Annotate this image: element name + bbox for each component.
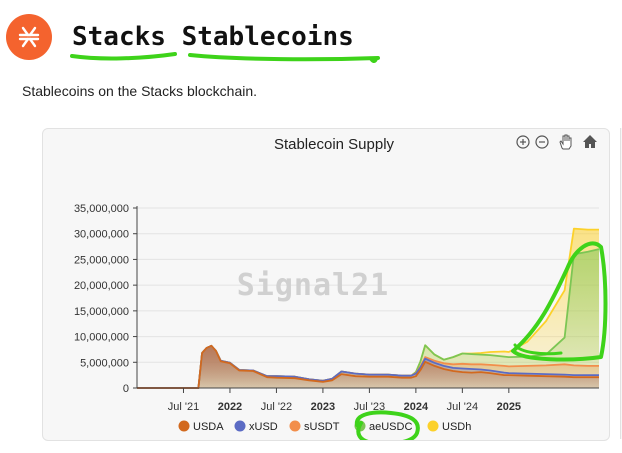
chart-card: Stablecoin Supply 0 5,000,000 10,000,000 15,… xyxy=(42,128,610,441)
x-tick-label: 2024 xyxy=(404,401,429,413)
page-subtitle: Stablecoins on the Stacks blockchain. xyxy=(22,83,258,99)
legend-label: USDh xyxy=(442,421,471,433)
zoom-out-icon[interactable] xyxy=(535,135,549,149)
legend-swatch xyxy=(178,420,190,432)
legend-highlight-circle xyxy=(354,410,420,440)
legend-item-aeusdc[interactable]: aeUSDC xyxy=(354,420,413,434)
y-tick-label: 35,000,000 xyxy=(74,203,129,215)
legend-swatch xyxy=(234,420,246,432)
pan-hand-icon[interactable] xyxy=(559,134,572,150)
home-icon[interactable] xyxy=(583,135,597,148)
highlight-annotations xyxy=(354,241,608,440)
pan-hand-shape xyxy=(559,134,572,150)
home-shape xyxy=(583,135,597,148)
chart-legend: USDA xUSD sUSDT aeUSDC USDh xyxy=(178,420,472,434)
legend-item-xusd[interactable]: xUSD xyxy=(234,420,278,434)
series-line-usda xyxy=(137,344,599,389)
y-tick-label: 25,000,000 xyxy=(74,254,129,266)
watermark: Signal21 xyxy=(237,268,390,303)
y-tick-label: 10,000,000 xyxy=(74,332,129,344)
stacks-logo-icon xyxy=(18,26,40,48)
series-areas xyxy=(137,228,599,388)
title-word-stablecoins: Stablecoins xyxy=(181,22,354,52)
y-gridlines: 0 5,000,000 10,000,000 15,000,000 20,000,000… xyxy=(74,203,599,395)
chart-title: Stablecoin Supply xyxy=(274,136,395,153)
legend-item-susdt[interactable]: sUSDT xyxy=(289,420,340,434)
series-lines xyxy=(137,227,600,389)
x-tick-label: 2022 xyxy=(218,401,242,413)
zoom-in-icon[interactable] xyxy=(516,135,530,149)
y-tick-label: 20,000,000 xyxy=(74,280,129,292)
x-tick-label: 2025 xyxy=(497,401,521,413)
legend-swatch xyxy=(289,420,301,432)
y-tick-label: 30,000,000 xyxy=(74,229,129,241)
y-tick-label: 5,000,000 xyxy=(80,357,129,369)
stablecoin-supply-chart: Stablecoin Supply 0 5,000,000 10,000,000 15,… xyxy=(74,134,608,440)
x-tick-label: Jul '24 xyxy=(447,401,478,413)
zoom-in-circle xyxy=(516,135,530,149)
legend-label: sUSDT xyxy=(304,421,340,433)
legend-label: aeUSDC xyxy=(369,421,412,433)
area-highlight-outline xyxy=(511,241,608,362)
series-area-usda xyxy=(137,345,599,388)
x-ticks: Jul '21 2022 Jul '22 2023 Jul '23 2024 Jul '24… xyxy=(168,388,521,413)
x-tick-label: Jul '23 xyxy=(354,401,385,413)
page-title: Stacks Stablecoins xyxy=(72,22,354,52)
legend-label: USDA xyxy=(193,421,224,433)
chart-toolbar xyxy=(516,134,597,150)
stacks-logo xyxy=(6,14,52,60)
x-tick-label: Jul '21 xyxy=(168,401,199,413)
title-word-stacks: Stacks xyxy=(72,22,166,52)
area-highlight-stroke xyxy=(513,343,563,356)
x-tick-label: Jul '22 xyxy=(261,401,292,413)
adjacent-card-edge xyxy=(620,128,622,439)
legend-item-usdh[interactable]: USDh xyxy=(427,420,472,434)
x-tick-label: 2023 xyxy=(311,401,335,413)
legend-swatch xyxy=(427,420,439,432)
zoom-out-circle xyxy=(535,135,549,149)
y-tick-label: 15,000,000 xyxy=(74,306,129,318)
legend-label: xUSD xyxy=(249,421,278,433)
y-tick-label: 0 xyxy=(123,383,129,395)
legend-item-usda[interactable]: USDA xyxy=(178,420,225,434)
